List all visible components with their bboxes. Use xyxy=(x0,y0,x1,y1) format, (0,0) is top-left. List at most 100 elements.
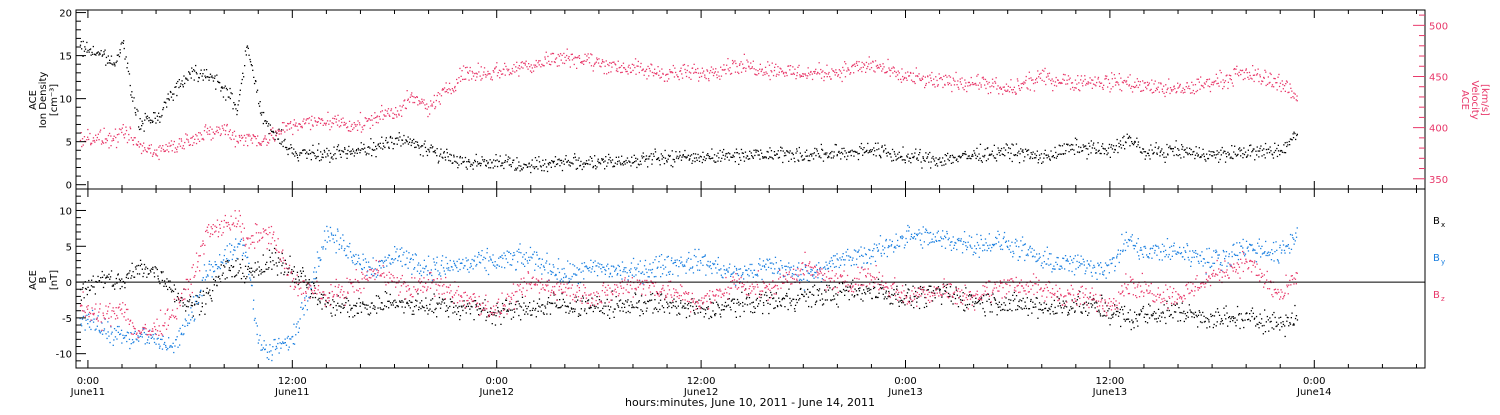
top-series-0-point xyxy=(537,168,539,170)
bottom-series-Bx-point xyxy=(1279,329,1281,331)
top-series-0-point xyxy=(577,159,579,161)
top-series-0-point xyxy=(1268,148,1270,150)
top-series-0-point xyxy=(891,160,893,162)
top-series-0-point xyxy=(331,156,333,158)
top-series-0-point xyxy=(1069,144,1071,147)
top-series-1-point xyxy=(1117,82,1119,84)
top-series-1-point xyxy=(1257,68,1259,70)
bottom-series-Bx-point xyxy=(197,303,199,305)
top-series-0-point xyxy=(765,156,767,158)
top-series-1-point xyxy=(1280,90,1282,93)
bottom-series-By-point xyxy=(106,337,108,340)
bottom-series-Bx-point xyxy=(650,299,653,301)
bottom-series-Bx-point xyxy=(377,295,380,297)
top-series-1-point xyxy=(192,135,194,137)
top-series-1-point xyxy=(1018,85,1020,87)
top-series-1-point xyxy=(1130,87,1132,89)
bottom-series-Bx-point xyxy=(164,283,166,285)
bottom-series-By-point xyxy=(177,346,179,348)
top-series-0-point xyxy=(346,157,348,159)
bottom-series-Bx-point xyxy=(959,295,961,297)
bottom-series-Bx-point xyxy=(635,306,637,308)
top-series-1-point xyxy=(718,75,720,77)
top-series-0-point xyxy=(566,161,569,163)
bottom-series-Bx-point xyxy=(412,310,414,312)
bottom-series-Bx-point xyxy=(285,263,287,265)
top-series-1-point xyxy=(532,70,535,72)
top-series-0-point xyxy=(483,160,485,163)
bottom-series-Bx-point xyxy=(509,309,512,311)
top-series-0-point xyxy=(599,163,602,165)
top-series-1-point xyxy=(1032,82,1035,85)
bottom-series-Bx-point xyxy=(918,307,921,310)
top-series-1-point xyxy=(878,67,880,69)
bottom-series-By-point xyxy=(98,331,101,333)
top-series-0-point xyxy=(715,161,717,163)
top-series-1-point xyxy=(648,75,650,77)
top-series-1-point xyxy=(435,99,437,102)
top-series-0-point xyxy=(771,157,773,159)
top-series-1-point xyxy=(618,67,620,69)
top-series-1-point xyxy=(967,85,969,87)
top-series-0-point xyxy=(378,145,380,148)
bottom-series-By-point xyxy=(144,343,146,345)
top-series-1-point xyxy=(538,64,540,66)
top-series-1-point xyxy=(1164,95,1166,98)
bottom-series-Bx-point xyxy=(1286,316,1288,319)
bottom-series-Bx-point xyxy=(1008,298,1010,301)
top-series-1-point xyxy=(548,63,551,65)
bottom-series-Bx-point xyxy=(954,297,957,300)
top-series-0-point xyxy=(908,160,910,162)
top-series-0-point xyxy=(1286,141,1288,144)
bottom-series-By-point xyxy=(226,258,228,260)
bottom-series-Bx-point xyxy=(380,308,382,310)
top-series-1-point xyxy=(102,141,104,143)
bottom-series-Bx-point xyxy=(1155,318,1157,320)
bottom-series-Bx-point xyxy=(918,296,920,298)
bottom-series-Bx-point xyxy=(763,304,765,306)
top-series-0-point xyxy=(1038,154,1041,156)
top-series-1-point xyxy=(1242,78,1244,81)
top-series-1-point xyxy=(270,134,273,136)
bottom-series-Bx-point xyxy=(333,301,335,303)
top-series-0-point xyxy=(332,158,334,160)
bottom-series-By-point xyxy=(116,325,119,328)
bottom-series-Bx-point xyxy=(790,300,793,302)
bottom-series-Bx-point xyxy=(675,307,678,309)
top-series-0-point xyxy=(1064,152,1066,155)
top-series-0-point xyxy=(367,146,369,148)
bottom-series-By-point xyxy=(268,351,271,353)
top-series-1-point xyxy=(979,82,981,84)
top-series-0-point xyxy=(199,73,201,75)
bottom-series-By-point xyxy=(178,330,180,332)
bottom-series-Bx-point xyxy=(132,271,134,273)
top-series-1-point xyxy=(1160,82,1162,84)
bottom-series-By-point xyxy=(285,344,288,346)
top-series-0-point xyxy=(1292,133,1294,135)
bottom-series-Bx-point xyxy=(505,299,507,301)
top-series-1-point xyxy=(560,59,562,61)
top-series-0-point xyxy=(1277,150,1280,152)
top-series-1-point xyxy=(400,109,402,112)
top-series-0-point xyxy=(290,144,292,146)
bottom-series-By-point xyxy=(197,302,200,304)
top-series-1-point xyxy=(231,134,234,136)
top-series-0-point xyxy=(916,157,918,159)
top-series-1-point xyxy=(1066,83,1069,85)
bottom-series-Bx-point xyxy=(771,294,773,296)
top-series-1-point xyxy=(1137,86,1139,89)
top-series-0-point xyxy=(265,122,267,124)
top-series-0-point xyxy=(1221,146,1223,149)
top-series-1-point xyxy=(658,74,660,76)
top-series-1-point xyxy=(1194,84,1197,86)
top-series-1-point xyxy=(132,139,134,141)
top-series-1-point xyxy=(631,63,633,65)
top-series-1-point xyxy=(294,124,296,126)
bottom-series-Bx-point xyxy=(633,306,635,309)
top-series-0-point xyxy=(543,170,545,172)
top-series-0-point xyxy=(496,159,498,161)
top-series-0-point xyxy=(1268,151,1271,154)
bottom-series-Bx-point xyxy=(431,310,433,312)
top-series-1-point xyxy=(487,70,489,73)
top-series-0-point xyxy=(812,153,814,155)
